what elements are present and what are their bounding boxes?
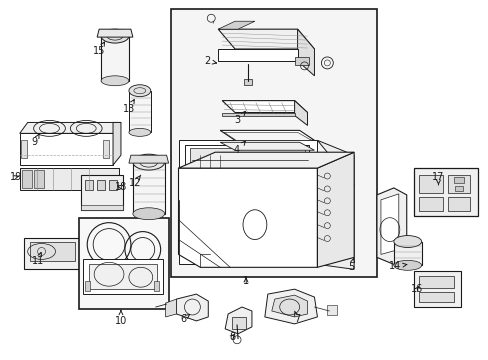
- Bar: [418, 292, 453, 302]
- Ellipse shape: [133, 208, 164, 220]
- Text: 9: 9: [32, 134, 39, 147]
- Text: 18: 18: [115, 182, 127, 192]
- Polygon shape: [222, 113, 294, 116]
- Text: 4: 4: [234, 141, 245, 155]
- Polygon shape: [218, 29, 314, 49]
- Bar: [24, 238, 81, 269]
- Bar: [103, 140, 109, 158]
- Ellipse shape: [393, 260, 421, 270]
- Polygon shape: [224, 132, 311, 140]
- Text: 13: 13: [122, 100, 135, 113]
- Bar: [447, 197, 469, 211]
- Bar: [81, 205, 122, 210]
- Ellipse shape: [129, 129, 150, 136]
- Text: 17: 17: [431, 172, 444, 185]
- Polygon shape: [220, 142, 314, 150]
- Polygon shape: [185, 145, 309, 168]
- Bar: [418, 175, 443, 193]
- Bar: [393, 242, 421, 265]
- Bar: [81, 175, 122, 210]
- Bar: [326, 305, 337, 315]
- Bar: [20, 140, 27, 158]
- Bar: [418, 276, 453, 288]
- Text: 10: 10: [115, 310, 127, 326]
- Text: 19: 19: [10, 172, 22, 182]
- Text: 8: 8: [228, 332, 235, 342]
- Polygon shape: [317, 140, 353, 269]
- Bar: [85, 281, 90, 291]
- Polygon shape: [222, 100, 307, 113]
- Bar: [133, 162, 164, 214]
- Polygon shape: [176, 294, 208, 321]
- Bar: [413, 271, 460, 307]
- Ellipse shape: [129, 85, 150, 96]
- Text: 1: 1: [243, 276, 248, 286]
- Bar: [447, 175, 469, 193]
- Bar: [34, 170, 43, 188]
- Polygon shape: [20, 122, 121, 133]
- Bar: [294, 57, 309, 65]
- Bar: [413, 168, 477, 216]
- Bar: [85, 180, 93, 190]
- Polygon shape: [89, 264, 156, 289]
- Bar: [170, 9, 376, 277]
- Text: 15: 15: [93, 42, 105, 56]
- Bar: [101, 36, 129, 81]
- Polygon shape: [113, 122, 121, 165]
- Bar: [79, 218, 168, 309]
- Polygon shape: [294, 100, 307, 125]
- Polygon shape: [220, 130, 314, 140]
- Ellipse shape: [101, 29, 129, 43]
- Bar: [109, 180, 117, 190]
- Bar: [97, 180, 105, 190]
- Polygon shape: [218, 49, 297, 61]
- Text: 6: 6: [180, 314, 189, 324]
- Ellipse shape: [393, 235, 421, 247]
- Text: 14: 14: [388, 261, 406, 271]
- Ellipse shape: [101, 76, 129, 86]
- Polygon shape: [178, 140, 317, 170]
- Bar: [453, 177, 463, 183]
- Polygon shape: [224, 307, 251, 334]
- Ellipse shape: [133, 154, 164, 170]
- Polygon shape: [297, 29, 314, 76]
- Bar: [129, 91, 150, 132]
- Polygon shape: [380, 194, 398, 255]
- Polygon shape: [178, 152, 353, 168]
- Bar: [418, 197, 443, 211]
- Text: 3: 3: [234, 111, 245, 126]
- Text: 2: 2: [204, 56, 216, 66]
- Bar: [454, 186, 462, 191]
- Text: 7: 7: [294, 311, 300, 324]
- Polygon shape: [190, 148, 304, 165]
- Polygon shape: [218, 21, 254, 29]
- Polygon shape: [129, 155, 168, 163]
- Polygon shape: [83, 260, 163, 294]
- Bar: [20, 168, 119, 190]
- Bar: [244, 79, 251, 85]
- Text: 12: 12: [128, 175, 141, 188]
- Bar: [232, 317, 245, 329]
- Polygon shape: [271, 295, 307, 317]
- Polygon shape: [317, 152, 353, 267]
- Text: 16: 16: [410, 284, 422, 294]
- Text: 5: 5: [347, 258, 354, 272]
- Polygon shape: [178, 168, 317, 267]
- Bar: [30, 242, 75, 261]
- Polygon shape: [97, 29, 133, 37]
- Polygon shape: [178, 170, 317, 264]
- Polygon shape: [376, 188, 406, 264]
- Polygon shape: [264, 289, 317, 324]
- Polygon shape: [20, 133, 113, 165]
- Polygon shape: [165, 299, 176, 317]
- Bar: [153, 281, 158, 291]
- Text: 11: 11: [31, 252, 43, 266]
- Bar: [21, 170, 32, 188]
